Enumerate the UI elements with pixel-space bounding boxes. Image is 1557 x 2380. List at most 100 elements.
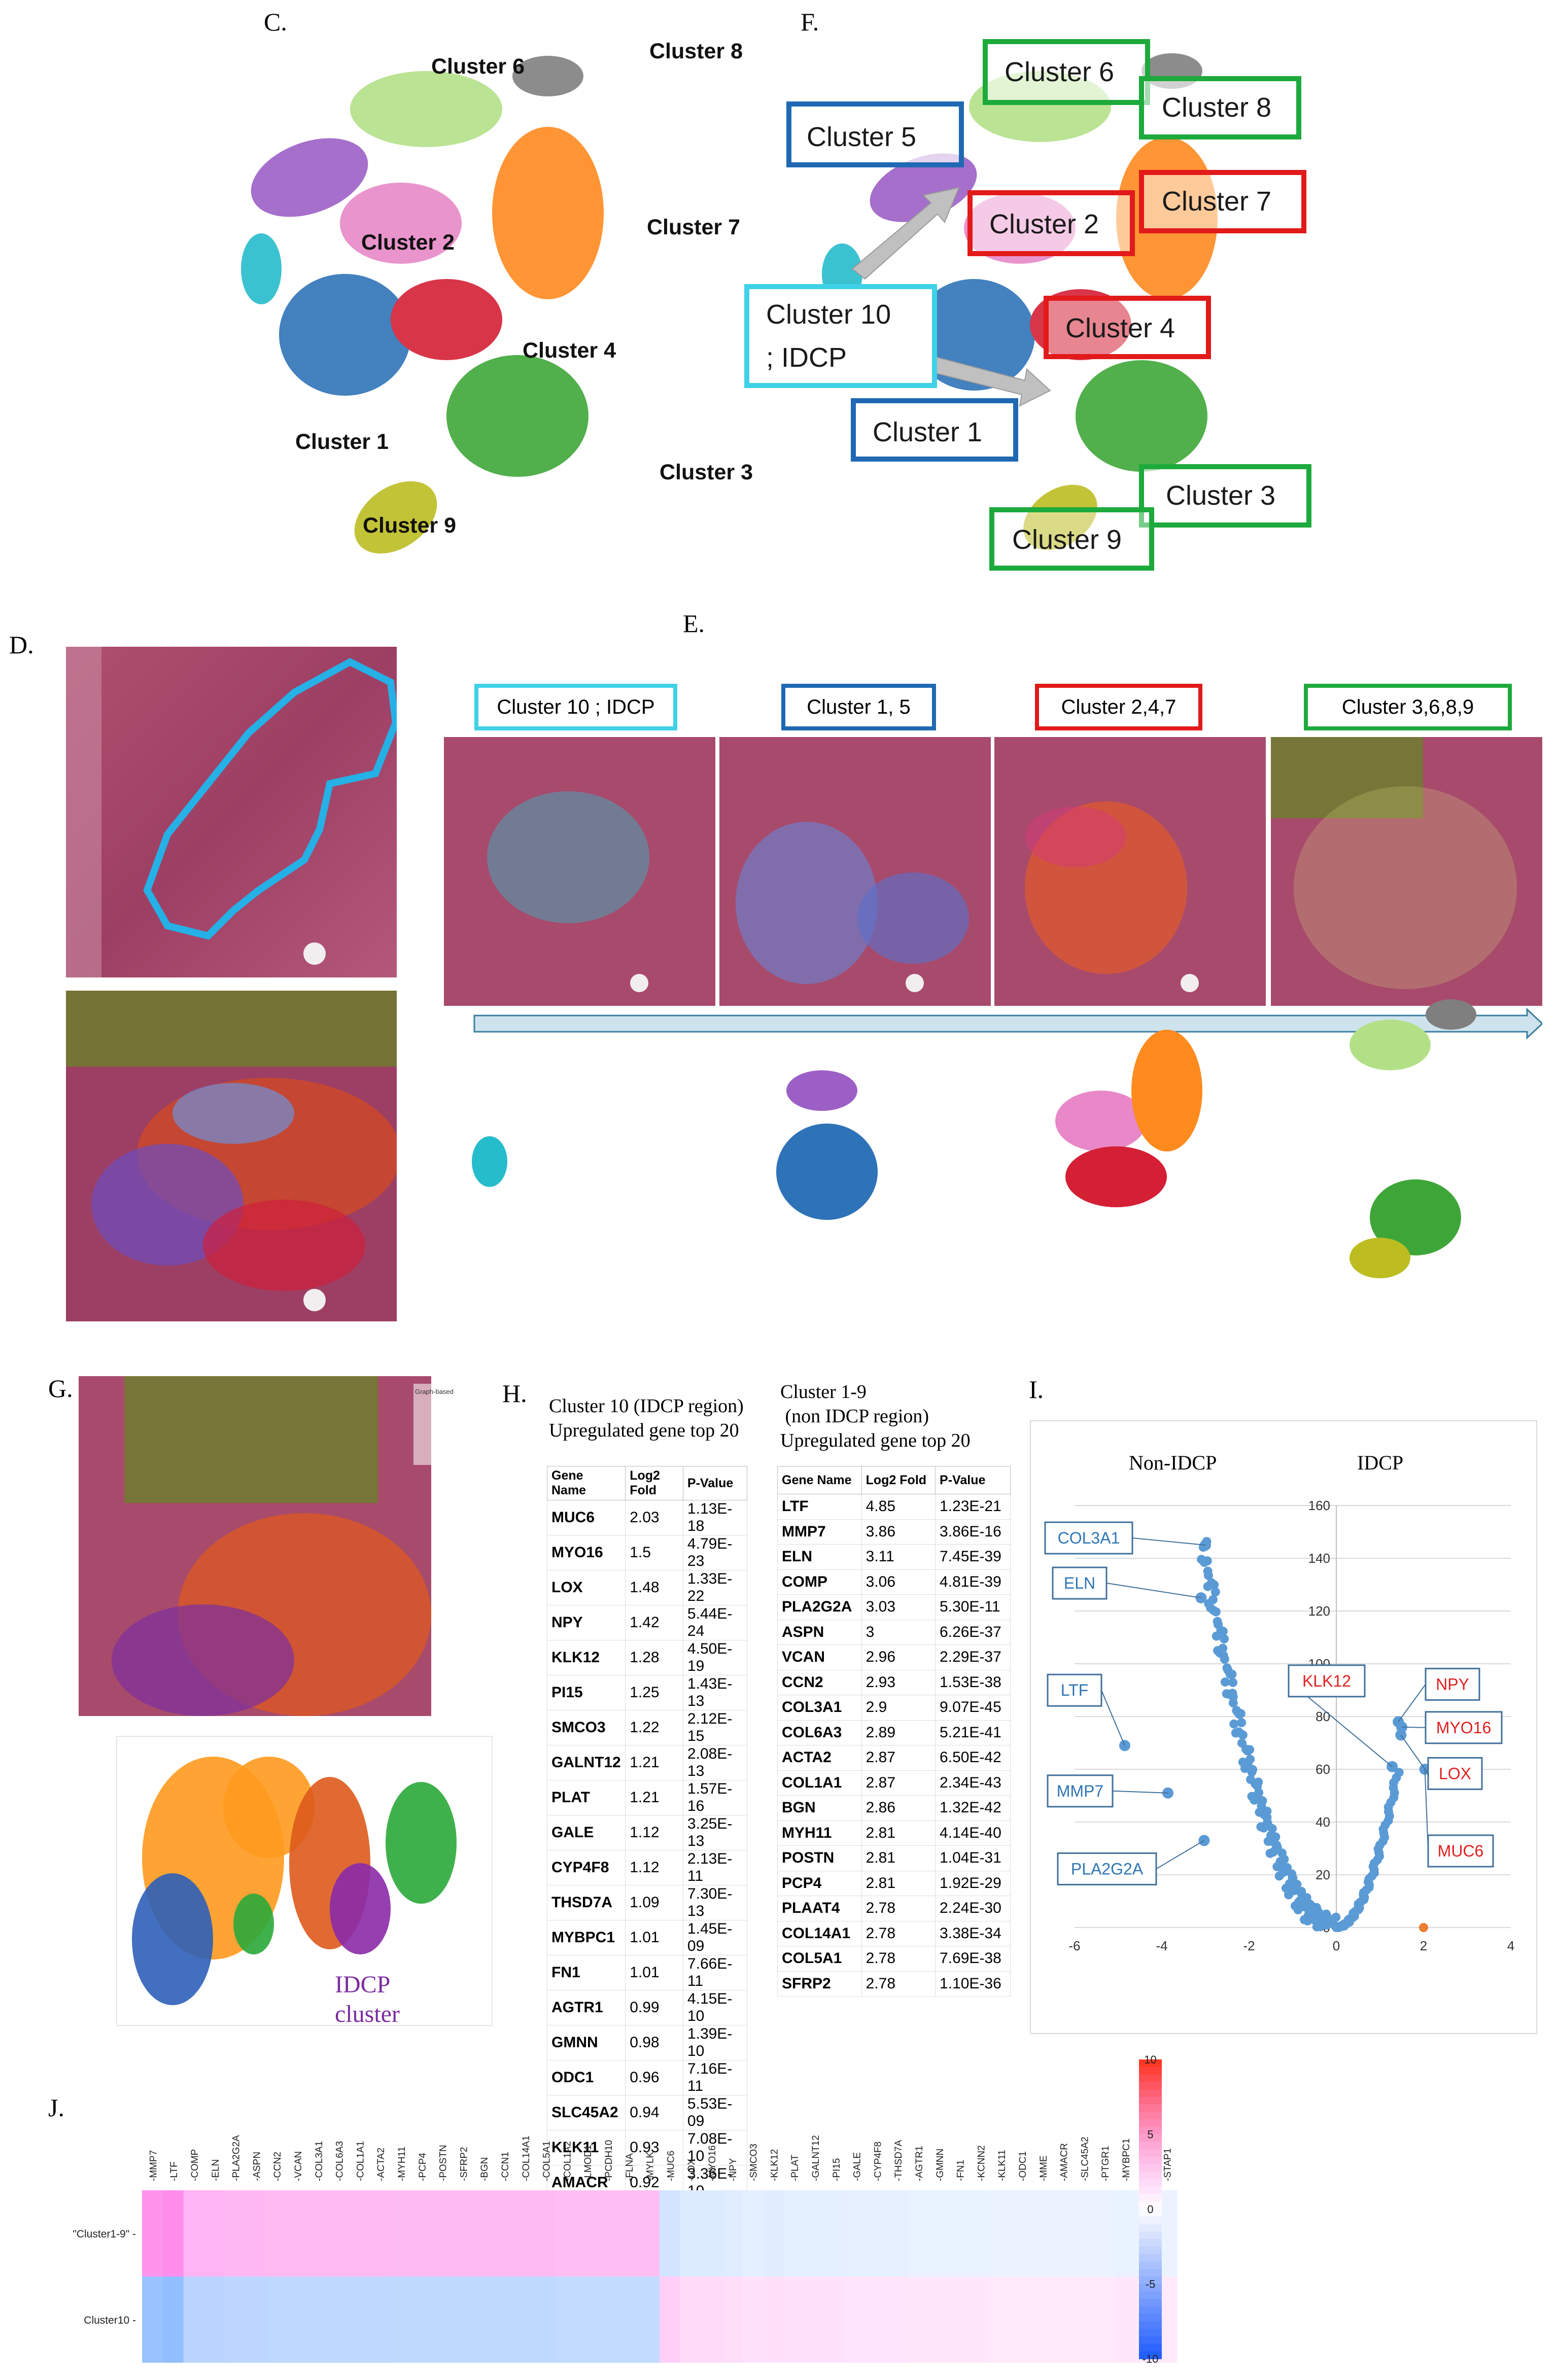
j-gene-label: -COL5A1 xyxy=(542,2141,552,2181)
j-heat-cell xyxy=(453,2190,474,2277)
h-left-gene: SLC45A2 xyxy=(546,2095,626,2130)
h-left-log2fold: 1.21 xyxy=(625,1745,683,1780)
panel-j-heatmap: -MMP7 -LTF -COMP -ELN -PLA2G2A -ASPN -CCN2 -VCA… xyxy=(73,2054,1178,2365)
i-callout-leader xyxy=(1398,1684,1426,1722)
j-heat-cell xyxy=(369,2190,391,2277)
i-gene-point xyxy=(1248,1765,1258,1774)
h-left-log2fold: 0.96 xyxy=(625,2060,683,2095)
i-callout-mmp7: MMP7 xyxy=(1057,1782,1103,1800)
f-box-cluster-4: Cluster 4 xyxy=(1065,313,1175,343)
d-idcp-outline xyxy=(143,658,397,940)
j-heat-cell xyxy=(618,2190,639,2277)
j-heat-cell xyxy=(307,2277,329,2363)
j-heat-cell xyxy=(660,2277,681,2363)
h-right-row: LTF 4.85 1.23E-21 xyxy=(777,1494,1011,1520)
h-right-pvalue: 5.21E-41 xyxy=(935,1720,1011,1745)
arrow-idcp-to-cluster-2 xyxy=(851,187,960,280)
j-heat-cell xyxy=(266,2190,288,2277)
h-left-log2fold: 1.5 xyxy=(625,1535,683,1570)
j-heat-cell xyxy=(928,2190,950,2277)
i-callout-npy: NPY xyxy=(1436,1675,1469,1693)
j-heat-cell xyxy=(804,2190,825,2277)
h-right-pvalue: 3.38E-34 xyxy=(935,1920,1011,1946)
h-left-row: SMCO3 1.22 2.12E-15 xyxy=(546,1710,748,1745)
h-left-gene: GALNT12 xyxy=(546,1745,626,1780)
i-callout-muc6: MUC6 xyxy=(1438,1842,1484,1860)
c-label-cluster-8: Cluster 8 xyxy=(649,39,743,63)
i-callout-box xyxy=(1047,1774,1114,1808)
h-left-pvalue: 4.50E-19 xyxy=(682,1640,748,1675)
j-heat-cell xyxy=(162,2277,184,2363)
h-left-log2fold: 2.03 xyxy=(625,1500,683,1535)
h-right-gene: COL1A1 xyxy=(777,1770,862,1796)
h-right-pvalue: 6.50E-42 xyxy=(935,1745,1011,1771)
i-gene-point xyxy=(1394,1768,1404,1777)
panel-label-i: I. xyxy=(1029,1375,1044,1404)
h-right-gene: MYH11 xyxy=(777,1820,862,1846)
h-left-pvalue: 3.25E-13 xyxy=(682,1815,748,1850)
i-gene-point xyxy=(1262,1806,1272,1816)
h-left-gene: KLK12 xyxy=(546,1640,626,1675)
j-gene-label: -PCDH10 xyxy=(604,2140,614,2181)
j-heat-cell xyxy=(887,2190,909,2277)
h-left-pvalue: 5.44E-24 xyxy=(682,1605,748,1640)
j-heat-cell xyxy=(701,2277,722,2363)
j-heat-cell xyxy=(846,2190,867,2277)
h-left-log2fold: 1.42 xyxy=(625,1605,683,1640)
j-gene-label: -COMP xyxy=(190,2149,200,2181)
g-idcp-cluster-label: IDCP cluster xyxy=(335,1971,400,2027)
h-left-pvalue: 2.08E-13 xyxy=(682,1745,748,1780)
j-gene-label: -PLAT xyxy=(790,2154,801,2181)
h-right-gene: ELN xyxy=(777,1544,862,1570)
j-heat-cell xyxy=(949,2190,971,2277)
j-gene-label: -FN1 xyxy=(956,2160,966,2181)
j-heat-cell xyxy=(701,2190,722,2277)
j-heat-cell xyxy=(369,2277,391,2363)
j-heat-cell xyxy=(494,2277,515,2363)
cluster-5-region xyxy=(251,138,368,217)
i-callout-leader xyxy=(1132,1537,1206,1546)
j-gene-label: -GALNT12 xyxy=(811,2135,821,2181)
i-gene-point xyxy=(1236,1709,1245,1719)
j-heat-cell xyxy=(556,2277,577,2363)
j-heat-cell xyxy=(576,2277,598,2363)
j-heat-cell xyxy=(742,2277,764,2363)
h-right-pvalue: 2.29E-37 xyxy=(935,1644,1011,1670)
h-right-pvalue: 1.32E-42 xyxy=(935,1795,1011,1821)
h-right-log2fold: 2.9 xyxy=(861,1695,936,1721)
j-gene-label: -NPY xyxy=(728,2158,739,2181)
c-label-cluster-1: Cluster 1 xyxy=(295,430,389,454)
h-right-pvalue: 5.30E-11 xyxy=(935,1594,1011,1620)
j-colorbar-segment xyxy=(1139,2254,1162,2262)
j-heat-cell xyxy=(142,2190,163,2277)
h-right-gene: COL6A3 xyxy=(777,1720,862,1745)
j-heat-cell xyxy=(556,2190,577,2277)
j-heat-cell xyxy=(1053,2190,1074,2277)
i-gene-point xyxy=(1258,1796,1267,1806)
h-right-row: MYH11 2.81 4.14E-40 xyxy=(777,1820,1011,1846)
h-right-row: COL3A1 2.9 9.07E-45 xyxy=(777,1695,1011,1721)
j-gene-label: -PCP4 xyxy=(418,2153,428,2181)
j-gene-label: -SFRP2 xyxy=(459,2147,469,2181)
h-left-gene: THSD7A xyxy=(546,1885,626,1920)
g-legend-title: Graph-based xyxy=(415,1388,454,1395)
h-right-row: BGN 2.86 1.32E-42 xyxy=(777,1795,1011,1821)
j-heat-cell xyxy=(1032,2277,1053,2363)
j-colorbar-segment xyxy=(1139,2067,1162,2075)
i-gene-point xyxy=(1203,1570,1213,1580)
h-left-gene: PLAT xyxy=(546,1780,626,1815)
j-heat-cell xyxy=(721,2277,743,2363)
e-header-cluster-3-6-8-9: Cluster 3,6,8,9 xyxy=(1304,684,1512,730)
h-right-pvalue: 1.53E-38 xyxy=(935,1669,1011,1695)
j-heat-cell xyxy=(990,2190,1012,2277)
j-colorbar-segment xyxy=(1139,2321,1162,2329)
j-heat-cell xyxy=(597,2190,618,2277)
h-left-row: GALE 1.12 3.25E-13 xyxy=(546,1815,748,1850)
j-heat-cell xyxy=(804,2277,825,2363)
j-heat-cell xyxy=(867,2190,888,2277)
j-heat-cell xyxy=(846,2277,867,2363)
j-colorbar-tick: -10 xyxy=(1143,2353,1159,2365)
i-gene-point xyxy=(1283,1863,1292,1872)
j-heat-cell xyxy=(142,2277,163,2363)
j-heat-cell xyxy=(453,2277,474,2363)
